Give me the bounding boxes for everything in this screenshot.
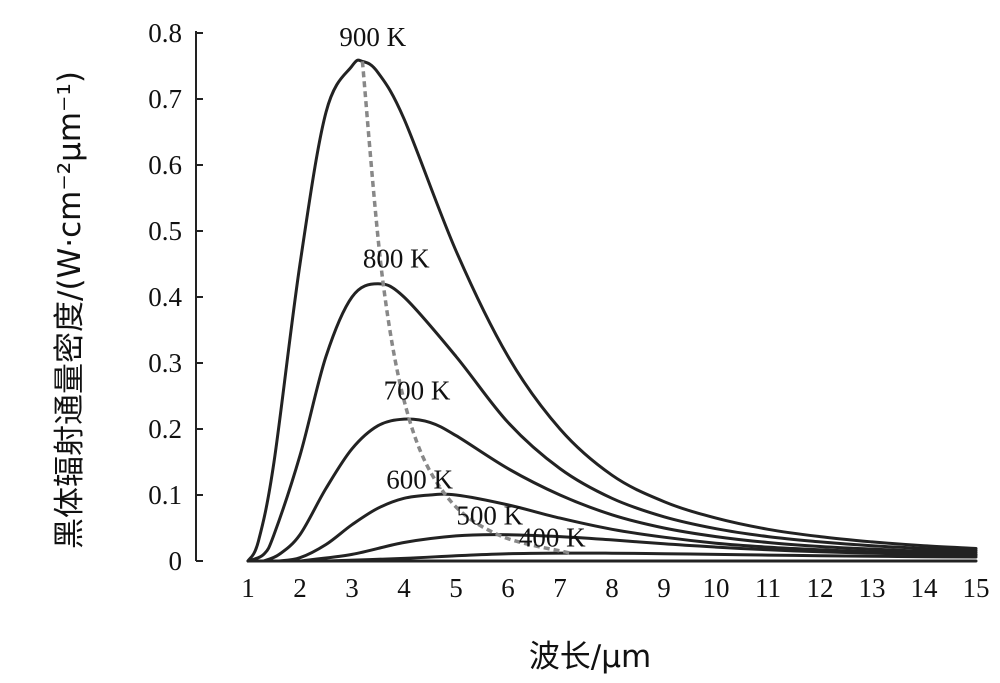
x-tick-label: 10 (703, 573, 730, 603)
x-tick-label: 15 (963, 573, 990, 603)
series-label: 800 K (363, 243, 430, 273)
series-line-600k (277, 492, 978, 563)
y-tick-label: 0.7 (148, 84, 182, 114)
y-tick-label: 0.5 (148, 216, 182, 246)
y-tick-label: 0.8 (148, 18, 182, 48)
series-label: 600 K (386, 464, 453, 494)
x-tick-label: 13 (859, 573, 886, 603)
y-tick-label: 0.4 (148, 282, 182, 312)
x-tick-label: 7 (553, 573, 567, 603)
y-tick-label: 0.2 (148, 414, 182, 444)
x-tick-label: 8 (605, 573, 619, 603)
x-tick-label: 4 (397, 573, 411, 603)
x-tick-label: 5 (449, 573, 463, 603)
series-label: 400 K (519, 522, 586, 552)
plot-area (246, 58, 978, 563)
y-tick-label: 0.6 (148, 150, 182, 180)
y-tick-label: 0 (169, 546, 183, 576)
series-line-400k (324, 551, 978, 563)
x-tick-label: 6 (501, 573, 515, 603)
series-label: 900 K (339, 22, 406, 52)
y-tick-label: 0.1 (148, 480, 182, 510)
axes: 00.10.20.30.40.50.60.70.81 2 3 4 5 6 7 8 9 10 11 12… (148, 18, 989, 603)
series-label: 500 K (456, 501, 523, 531)
x-axis-title: 波长/μm (529, 639, 651, 675)
y-axis-title: 黑体辐射通量密度/(W·cm⁻²μm⁻¹) (52, 71, 88, 549)
series-line-700k (262, 417, 978, 563)
series-line-900k (246, 58, 978, 563)
y-tick-label: 0.3 (148, 348, 182, 378)
series-label: 700 K (384, 375, 451, 405)
x-tick-label: 3 (345, 573, 359, 603)
series-line-800k (246, 282, 978, 563)
x-tick-label: 11 (755, 573, 781, 603)
series-line-500k (298, 533, 978, 563)
peak-locus-line (360, 61, 571, 555)
x-tick-label: 12 (807, 573, 834, 603)
x-tick-label: 14 (911, 573, 939, 603)
x-tick-label: 2 (293, 573, 307, 603)
x-tick-label: 1 (241, 573, 255, 603)
x-tick-label: 9 (657, 573, 671, 603)
